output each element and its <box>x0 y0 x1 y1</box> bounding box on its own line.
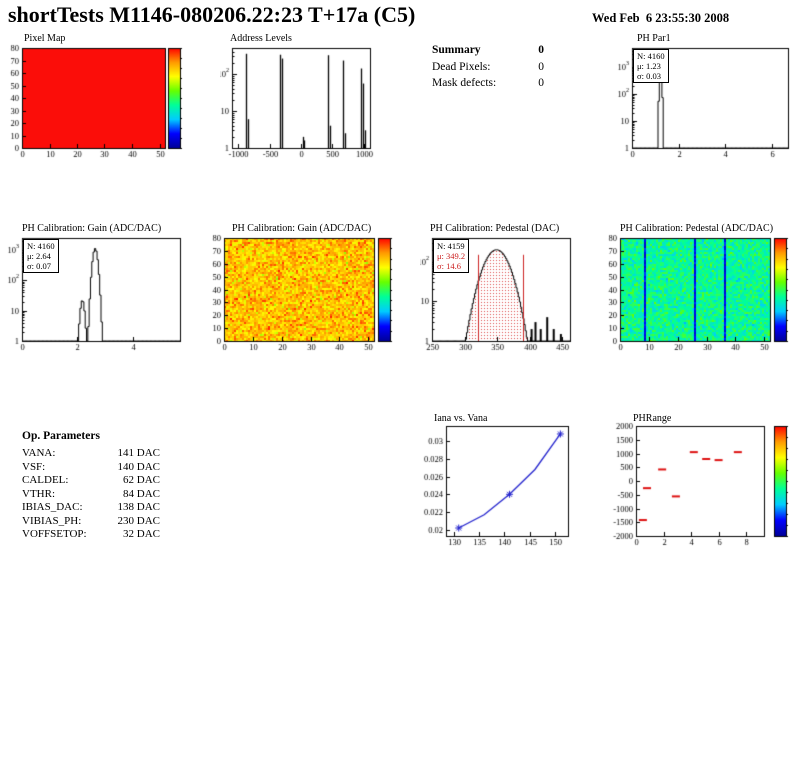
stat-n: N: 4159 <box>437 241 465 251</box>
plot-gain-map: PH Calibration: Gain (ADC/DAC) <box>210 220 400 358</box>
gain-heatmap <box>210 220 400 358</box>
param-value: 141 DAC <box>117 447 160 459</box>
plot-title-address-levels: Address Levels <box>230 33 292 44</box>
param-label: VIBIAS_PH: <box>22 514 82 527</box>
plot-pedestal-map: PH Calibration: Pedestal (ADC/DAC) <box>606 220 796 358</box>
plot-title-pedestal-map: PH Calibration: Pedestal (ADC/DAC) <box>620 223 774 234</box>
summary-panel: Summary 0 Dead Pixels: 0 Mask defects: 0 <box>432 42 544 92</box>
mask-defects-value: 0 <box>538 77 544 89</box>
plot-pixel-map: Pixel Map <box>5 30 205 165</box>
address-levels-histogram <box>220 30 382 165</box>
plot-address-levels: Address Levels <box>220 30 382 165</box>
op-row-ibias-dac: IBIAS_DAC: 138 DAC <box>22 501 160 515</box>
stat-mu: μ: 2.64 <box>27 251 51 261</box>
summary-row-dead-pixels: Dead Pixels: 0 <box>432 59 544 76</box>
stat-mu: μ: 1.23 <box>637 61 661 71</box>
dead-pixels-value: 0 <box>538 60 544 73</box>
pixel-map-heatmap <box>5 30 205 165</box>
param-value: 140 DAC <box>117 460 160 473</box>
mask-defects-label: Mask defects: <box>432 77 497 89</box>
param-label: IBIAS_DAC: <box>22 501 83 513</box>
plot-title-iana-vana: Iana vs. Vana <box>434 413 488 424</box>
plot-pedestal-histogram: PH Calibration: Pedestal (DAC) N: 4159 μ… <box>420 220 576 358</box>
plot-title-gain-map: PH Calibration: Gain (ADC/DAC) <box>232 223 372 234</box>
stats-box-pedestal: N: 4159 μ: 349.2 σ: 14.6 <box>433 239 470 273</box>
plot-title-pixel-map: Pixel Map <box>24 33 66 44</box>
param-label: VOFFSETOP: <box>22 528 87 540</box>
param-label: VANA: <box>22 447 56 459</box>
stat-n: N: 4160 <box>637 51 665 61</box>
iana-vana-line-chart <box>420 410 576 550</box>
pedestal-heatmap <box>606 220 796 358</box>
op-row-vsf: VSF: 140 DAC <box>22 461 160 475</box>
stats-box-ph-par1: N: 4160 μ: 1.23 σ: 0.03 <box>633 49 669 83</box>
stat-sigma: σ: 0.03 <box>637 71 661 81</box>
page-title: shortTests M1146-080206.22:23 T+17a (C5) <box>8 2 416 27</box>
stat-sigma: σ: 14.6 <box>437 261 461 271</box>
op-row-voffsetop: VOFFSETOP: 32 DAC <box>22 528 160 542</box>
param-label: VSF: <box>22 460 46 473</box>
plot-phrange: PHRange <box>606 410 796 550</box>
param-value: 32 DAC <box>123 528 160 540</box>
param-value: 84 DAC <box>123 487 160 500</box>
op-row-caldel: CALDEL: 62 DAC <box>22 474 160 488</box>
param-value: 230 DAC <box>117 514 160 527</box>
plot-gain-histogram: PH Calibration: Gain (ADC/DAC) N: 4160 μ… <box>5 220 205 358</box>
summary-header-row: Summary 0 <box>432 42 544 59</box>
op-row-vthr: VTHR: 84 DAC <box>22 488 160 502</box>
plot-title-ph-par1: PH Par1 <box>637 33 671 44</box>
param-label: VTHR: <box>22 487 55 500</box>
op-row-vana: VANA: 141 DAC <box>22 447 160 461</box>
op-row-vibias-ph: VIBIAS_PH: 230 DAC <box>22 515 160 529</box>
stat-sigma: σ: 0.07 <box>27 261 51 271</box>
op-parameters-panel: Op. Parameters VANA: 141 DAC VSF: 140 DA… <box>22 430 160 542</box>
op-parameters-title: Op. Parameters <box>22 430 100 442</box>
plot-iana-vs-vana: Iana vs. Vana <box>420 410 576 550</box>
plot-title-pedestal-histogram: PH Calibration: Pedestal (DAC) <box>430 223 560 234</box>
plot-title-gain-histogram: PH Calibration: Gain (ADC/DAC) <box>22 223 162 234</box>
summary-total-value: 0 <box>538 44 544 56</box>
dead-pixels-label: Dead Pixels: <box>432 60 491 73</box>
phrange-scatter <box>606 410 796 550</box>
summary-row-mask-defects: Mask defects: 0 <box>432 75 544 92</box>
summary-title: Summary <box>432 44 481 56</box>
timestamp: Wed Feb 6 23:55:30 2008 <box>592 11 730 25</box>
stat-n: N: 4160 <box>27 241 55 251</box>
plot-title-phrange: PHRange <box>633 413 672 424</box>
stat-mu: μ: 349.2 <box>437 251 466 261</box>
param-value: 62 DAC <box>123 474 160 486</box>
plot-ph-par1: PH Par1 N: 4160 μ: 1.23 σ: 0.03 <box>612 30 796 165</box>
param-value: 138 DAC <box>117 501 160 513</box>
param-label: CALDEL: <box>22 474 69 486</box>
stats-box-gain: N: 4160 μ: 2.64 σ: 0.07 <box>23 239 59 273</box>
